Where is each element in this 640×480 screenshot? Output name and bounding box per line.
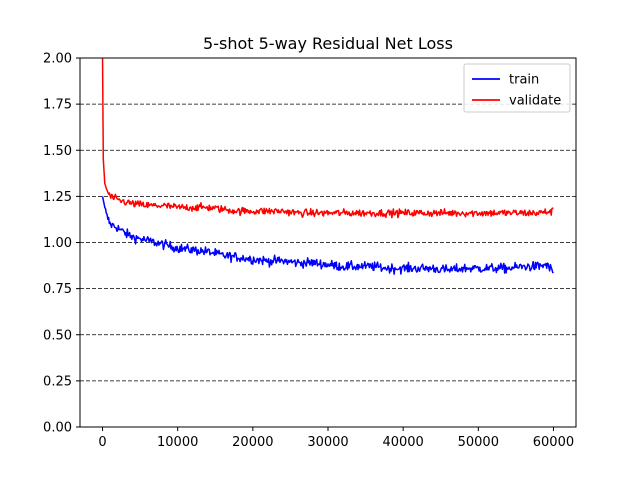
series-line-validate — [101, 58, 554, 219]
series-line-train — [101, 196, 554, 275]
x-tick-label-4: 40000 — [382, 435, 423, 450]
y-tick-label-6: 1.50 — [43, 144, 72, 159]
y-tick-label-7: 1.75 — [43, 98, 72, 113]
x-tick-label-1: 10000 — [157, 435, 198, 450]
chart-title: 5-shot 5-way Residual Net Loss — [203, 34, 453, 53]
y-tick-label-8: 2.00 — [43, 52, 72, 67]
y-tick-label-2: 0.50 — [43, 328, 72, 343]
x-tick-label-6: 60000 — [533, 435, 574, 450]
y-tick-label-1: 0.25 — [43, 374, 72, 389]
x-tick-label-0: 0 — [98, 435, 106, 450]
y-tick-label-4: 1.00 — [43, 236, 72, 251]
x-tick-label-5: 50000 — [458, 435, 499, 450]
y-tick-label-0: 0.00 — [43, 421, 72, 436]
legend-label-validate: validate — [509, 94, 561, 109]
y-tick-label-5: 1.25 — [43, 190, 72, 205]
x-tick-label-2: 20000 — [232, 435, 273, 450]
x-tick-label-3: 30000 — [307, 435, 348, 450]
y-tick-label-3: 0.75 — [43, 282, 72, 297]
legend-label-train: train — [509, 73, 539, 88]
